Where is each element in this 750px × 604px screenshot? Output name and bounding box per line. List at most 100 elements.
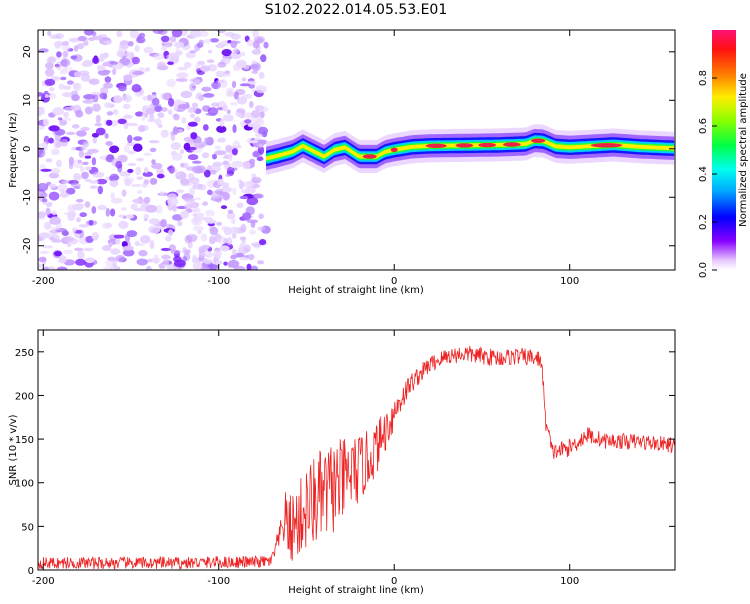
noise-blob xyxy=(243,244,252,253)
noise-blob xyxy=(70,104,82,111)
noise-blob xyxy=(157,112,165,118)
noise-blob xyxy=(92,137,98,144)
noise-blob xyxy=(238,51,246,57)
y-tick-label: -10 xyxy=(22,189,33,205)
noise-blob xyxy=(65,187,76,195)
noise-blob xyxy=(239,83,251,87)
noise-blob xyxy=(57,117,63,121)
noise-blob xyxy=(141,112,146,122)
noise-blob xyxy=(257,146,265,155)
noise-blob xyxy=(225,173,231,177)
y-tick-label: 0 xyxy=(28,566,34,577)
ridge-core xyxy=(425,143,447,148)
spectrogram-x-ticks: -200 -100 0 100 xyxy=(32,30,579,287)
noise-blob xyxy=(101,40,106,45)
noise-blob xyxy=(175,78,188,82)
noise-blob xyxy=(91,231,100,241)
noise-blob xyxy=(253,193,265,199)
noise-blob xyxy=(103,82,113,89)
noise-blob xyxy=(45,207,51,216)
noise-blob xyxy=(225,144,233,153)
noise-blob xyxy=(136,36,146,44)
noise-blob xyxy=(84,30,94,36)
noise-blob xyxy=(105,208,111,217)
noise-blob xyxy=(215,260,223,265)
y-tick-label: -20 xyxy=(22,238,33,254)
noise-blob xyxy=(101,222,112,229)
noise-blob xyxy=(258,213,264,220)
noise-blob xyxy=(239,243,245,250)
noise-blob xyxy=(195,63,201,70)
noise-blob xyxy=(222,160,229,166)
colorbar-gradient xyxy=(712,30,736,270)
noise-blob xyxy=(145,107,156,115)
noise-blob xyxy=(50,226,61,231)
noise-blob xyxy=(131,183,142,188)
snr-y-label: SNR (10 * v/v) xyxy=(8,414,19,485)
noise-blob xyxy=(235,59,247,69)
noise-blob xyxy=(231,248,237,254)
noise-blob xyxy=(210,169,217,175)
noise-blob xyxy=(122,103,131,110)
noise-blob xyxy=(68,37,80,43)
colorbar-tick-label: 0.2 xyxy=(698,214,709,230)
noise-blob xyxy=(40,192,48,199)
noise-blob xyxy=(149,177,158,185)
noise-blob xyxy=(109,145,120,154)
noise-blob xyxy=(211,102,220,107)
noise-blob xyxy=(47,30,52,36)
noise-blob xyxy=(77,35,87,42)
noise-blob xyxy=(211,81,221,90)
noise-blob xyxy=(82,99,95,104)
noise-blob xyxy=(166,78,176,88)
noise-blob xyxy=(190,132,198,140)
noise-blob xyxy=(63,259,75,266)
noise-blob xyxy=(73,175,83,180)
noise-blob xyxy=(192,160,202,164)
noise-blob xyxy=(112,175,120,181)
noise-blob xyxy=(71,124,80,129)
noise-blob xyxy=(136,176,144,181)
noise-blob xyxy=(38,263,43,269)
noise-blob xyxy=(190,113,195,118)
noise-blob xyxy=(153,254,159,262)
noise-blob xyxy=(208,49,213,54)
noise-blob xyxy=(250,265,258,270)
noise-blob xyxy=(231,80,237,89)
noise-blob xyxy=(203,169,211,178)
noise-blob xyxy=(45,68,55,77)
noise-blob xyxy=(118,44,130,49)
noise-blob xyxy=(191,165,203,174)
noise-blob xyxy=(116,30,123,38)
noise-blob xyxy=(148,140,160,144)
noise-blob xyxy=(45,158,53,163)
noise-blob xyxy=(83,94,96,100)
noise-blob xyxy=(59,69,65,75)
noise-blob xyxy=(151,97,160,106)
noise-blob xyxy=(38,256,47,263)
noise-blob xyxy=(110,248,121,255)
ridge-core xyxy=(362,154,377,159)
noise-blob xyxy=(189,187,196,196)
noise-blob xyxy=(189,30,202,38)
noise-blob xyxy=(143,152,152,156)
noise-blob xyxy=(170,249,182,255)
noise-blob xyxy=(122,249,135,257)
noise-blob xyxy=(247,39,254,47)
noise-blob xyxy=(84,166,92,171)
noise-blob xyxy=(38,92,44,97)
noise-blob xyxy=(136,190,143,195)
noise-blob xyxy=(222,114,234,122)
noise-blob xyxy=(249,158,256,164)
noise-blob xyxy=(123,74,133,81)
noise-blob xyxy=(201,86,212,92)
noise-blob xyxy=(89,180,99,184)
noise-blob xyxy=(136,258,148,266)
noise-blob xyxy=(38,232,51,239)
noise-blob xyxy=(180,162,189,169)
noise-blob xyxy=(183,136,194,142)
noise-blob xyxy=(104,133,109,139)
noise-blob xyxy=(38,107,45,116)
